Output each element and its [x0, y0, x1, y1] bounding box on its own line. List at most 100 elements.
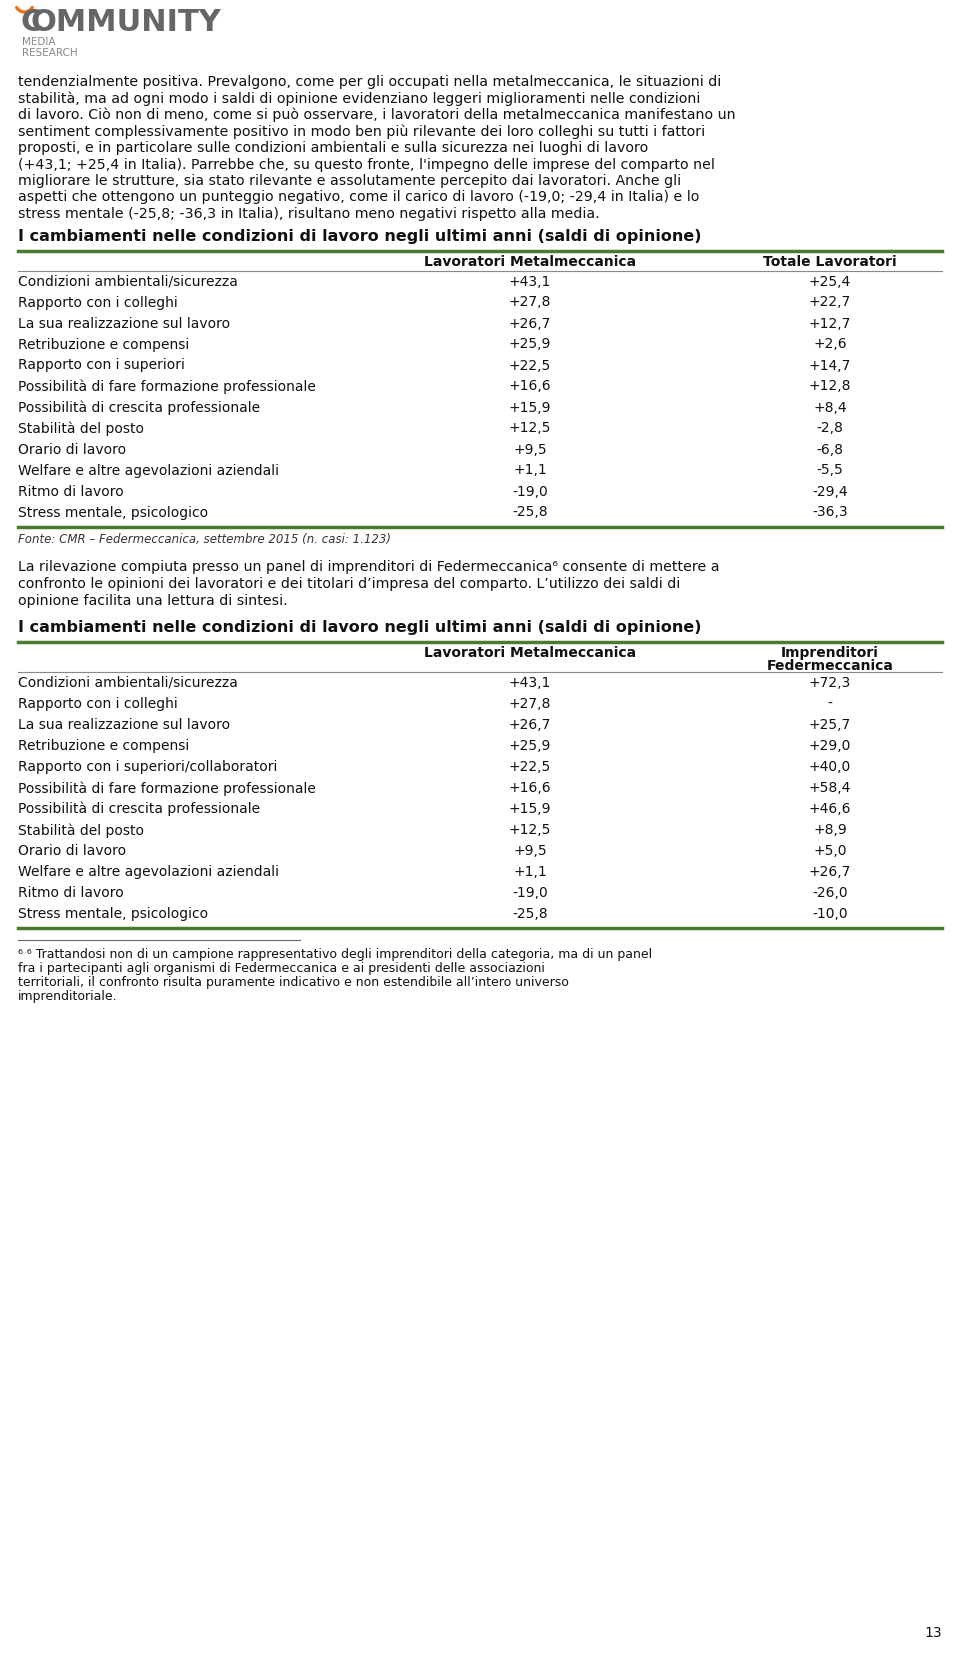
Text: -36,3: -36,3 [812, 506, 848, 519]
Text: +58,4: +58,4 [809, 780, 852, 795]
Text: +40,0: +40,0 [809, 760, 852, 774]
Text: Possibilità di crescita professionale: Possibilità di crescita professionale [18, 802, 260, 817]
Text: Possibilità di crescita professionale: Possibilità di crescita professionale [18, 401, 260, 414]
Text: Stabilità del posto: Stabilità del posto [18, 421, 144, 436]
Text: Federmeccanica: Federmeccanica [767, 659, 894, 672]
Text: Stress mentale, psicologico: Stress mentale, psicologico [18, 506, 208, 519]
Text: +9,5: +9,5 [514, 844, 547, 859]
Text: -29,4: -29,4 [812, 484, 848, 499]
Text: C: C [20, 8, 42, 37]
Text: Stabilità del posto: Stabilità del posto [18, 824, 144, 837]
Text: +29,0: +29,0 [809, 739, 852, 754]
Text: La rilevazione compiuta presso un panel di imprenditori di Federmeccanica⁶ conse: La rilevazione compiuta presso un panel … [18, 561, 719, 574]
Text: Possibilità di fare formazione professionale: Possibilità di fare formazione professio… [18, 379, 316, 394]
Text: ⁶ ⁶ Trattandosi non di un campione rappresentativo degli imprenditori della cate: ⁶ ⁶ Trattandosi non di un campione rappr… [18, 948, 652, 962]
Text: tendenzialmente positiva. Prevalgono, come per gli occupati nella metalmeccanica: tendenzialmente positiva. Prevalgono, co… [18, 75, 721, 88]
Text: +25,7: +25,7 [809, 717, 852, 732]
Text: Ritmo di lavoro: Ritmo di lavoro [18, 885, 124, 900]
Text: +5,0: +5,0 [813, 844, 847, 859]
Text: -19,0: -19,0 [512, 885, 548, 900]
Text: opinione facilita una lettura di sintesi.: opinione facilita una lettura di sintesi… [18, 594, 288, 607]
Text: +26,7: +26,7 [809, 865, 852, 879]
Text: Lavoratori Metalmeccanica: Lavoratori Metalmeccanica [424, 255, 636, 268]
Text: +15,9: +15,9 [509, 401, 551, 414]
Text: Welfare e altre agevolazioni aziendali: Welfare e altre agevolazioni aziendali [18, 464, 279, 478]
Text: di lavoro. Ciò non di meno, come si può osservare, i lavoratori della metalmecca: di lavoro. Ciò non di meno, come si può … [18, 108, 735, 123]
Text: fra i partecipanti agli organismi di Federmeccanica e ai presidenti delle associ: fra i partecipanti agli organismi di Fed… [18, 962, 545, 975]
Text: +27,8: +27,8 [509, 697, 551, 711]
Text: -5,5: -5,5 [817, 464, 844, 478]
Text: RESEARCH: RESEARCH [22, 48, 78, 58]
Text: -6,8: -6,8 [817, 443, 844, 456]
Text: aspetti che ottengono un punteggio negativo, come il carico di lavoro (-19,0; -2: aspetti che ottengono un punteggio negat… [18, 190, 700, 205]
Text: +8,4: +8,4 [813, 401, 847, 414]
Text: migliorare le strutture, sia stato rilevante e assolutamente percepito dai lavor: migliorare le strutture, sia stato rilev… [18, 175, 682, 188]
Text: Rapporto con i superiori: Rapporto con i superiori [18, 358, 185, 373]
Text: +27,8: +27,8 [509, 296, 551, 310]
Text: Rapporto con i superiori/collaboratori: Rapporto con i superiori/collaboratori [18, 760, 277, 774]
Text: Condizioni ambientali/sicurezza: Condizioni ambientali/sicurezza [18, 275, 238, 288]
Text: Orario di lavoro: Orario di lavoro [18, 443, 126, 456]
Text: Welfare e altre agevolazioni aziendali: Welfare e altre agevolazioni aziendali [18, 865, 279, 879]
Text: -26,0: -26,0 [812, 885, 848, 900]
Text: confronto le opinioni dei lavoratori e dei titolari d’impresa del comparto. L’ut: confronto le opinioni dei lavoratori e d… [18, 577, 681, 591]
Text: proposti, e in particolare sulle condizioni ambientali e sulla sicurezza nei luo: proposti, e in particolare sulle condizi… [18, 141, 648, 155]
Text: stress mentale (-25,8; -36,3 in Italia), risultano meno negativi rispetto alla m: stress mentale (-25,8; -36,3 in Italia),… [18, 206, 600, 221]
Text: +12,8: +12,8 [808, 379, 852, 393]
Text: +43,1: +43,1 [509, 275, 551, 288]
Text: Stress mentale, psicologico: Stress mentale, psicologico [18, 907, 208, 920]
Text: Retribuzione e compensi: Retribuzione e compensi [18, 338, 189, 351]
Text: +26,7: +26,7 [509, 717, 551, 732]
Text: -2,8: -2,8 [817, 421, 844, 436]
Text: Retribuzione e compensi: Retribuzione e compensi [18, 739, 189, 754]
Text: MEDIA: MEDIA [22, 37, 56, 47]
Text: +12,5: +12,5 [509, 824, 551, 837]
Text: +12,7: +12,7 [809, 316, 852, 331]
Text: stabilità, ma ad ogni modo i saldi di opinione evidenziano leggeri miglioramenti: stabilità, ma ad ogni modo i saldi di op… [18, 92, 701, 106]
Text: +9,5: +9,5 [514, 443, 547, 456]
Text: La sua realizzazione sul lavoro: La sua realizzazione sul lavoro [18, 717, 230, 732]
Text: -25,8: -25,8 [513, 506, 548, 519]
Text: +22,5: +22,5 [509, 760, 551, 774]
Text: Orario di lavoro: Orario di lavoro [18, 844, 126, 859]
Text: +2,6: +2,6 [813, 338, 847, 351]
Text: +26,7: +26,7 [509, 316, 551, 331]
Text: +16,6: +16,6 [509, 379, 551, 393]
Text: OMMUNITY: OMMUNITY [31, 8, 222, 37]
Text: +15,9: +15,9 [509, 802, 551, 815]
Text: -10,0: -10,0 [812, 907, 848, 920]
Text: +25,4: +25,4 [809, 275, 852, 288]
Text: +43,1: +43,1 [509, 676, 551, 691]
Text: +14,7: +14,7 [809, 358, 852, 373]
Text: territoriali, il confronto risulta puramente indicativo e non estendibile all’in: territoriali, il confronto risulta puram… [18, 977, 569, 988]
Text: +1,1: +1,1 [514, 464, 547, 478]
Text: +12,5: +12,5 [509, 421, 551, 436]
Text: 13: 13 [924, 1626, 942, 1641]
Text: Lavoratori Metalmeccanica: Lavoratori Metalmeccanica [424, 646, 636, 661]
Text: +46,6: +46,6 [808, 802, 852, 815]
Text: Totale Lavoratori: Totale Lavoratori [763, 255, 897, 268]
Text: imprenditoriale.: imprenditoriale. [18, 990, 118, 1003]
Text: +72,3: +72,3 [809, 676, 852, 691]
Text: I cambiamenti nelle condizioni di lavoro negli ultimi anni (saldi di opinione): I cambiamenti nelle condizioni di lavoro… [18, 621, 702, 636]
Text: Rapporto con i colleghi: Rapporto con i colleghi [18, 296, 178, 310]
Text: Imprenditori: Imprenditori [781, 646, 879, 661]
Text: +16,6: +16,6 [509, 780, 551, 795]
Text: -25,8: -25,8 [513, 907, 548, 920]
Text: I cambiamenti nelle condizioni di lavoro negli ultimi anni (saldi di opinione): I cambiamenti nelle condizioni di lavoro… [18, 228, 702, 243]
Text: Fonte: CMR – Federmeccanica, settembre 2015 (n. casi: 1.123): Fonte: CMR – Federmeccanica, settembre 2… [18, 532, 391, 546]
Text: sentiment complessivamente positivo in modo ben più rilevante dei loro colleghi : sentiment complessivamente positivo in m… [18, 125, 706, 140]
Text: +8,9: +8,9 [813, 824, 847, 837]
Text: +25,9: +25,9 [509, 338, 551, 351]
Text: +25,9: +25,9 [509, 739, 551, 754]
Text: La sua realizzazione sul lavoro: La sua realizzazione sul lavoro [18, 316, 230, 331]
Text: +22,5: +22,5 [509, 358, 551, 373]
Text: -: - [828, 697, 832, 711]
Text: +22,7: +22,7 [809, 296, 852, 310]
Text: Possibilità di fare formazione professionale: Possibilità di fare formazione professio… [18, 780, 316, 795]
Text: -19,0: -19,0 [512, 484, 548, 499]
Text: Ritmo di lavoro: Ritmo di lavoro [18, 484, 124, 499]
Text: (+43,1; +25,4 in Italia). Parrebbe che, su questo fronte, l'impegno delle impres: (+43,1; +25,4 in Italia). Parrebbe che, … [18, 158, 715, 171]
Text: +1,1: +1,1 [514, 865, 547, 879]
Text: Condizioni ambientali/sicurezza: Condizioni ambientali/sicurezza [18, 676, 238, 691]
